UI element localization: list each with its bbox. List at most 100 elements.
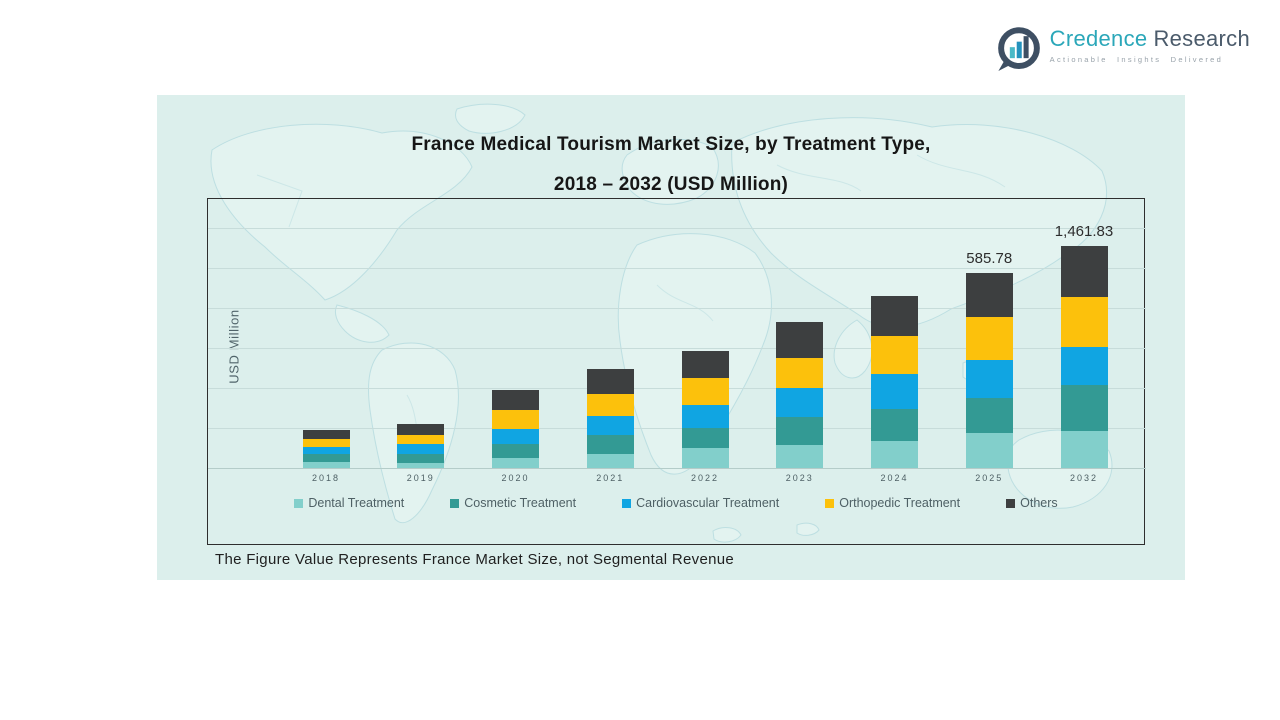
bar-segment-2022-others[interactable] xyxy=(681,351,729,378)
bar-segment-2024-others[interactable] xyxy=(871,296,918,336)
bar-segment-2025-cardiovascular-treatment[interactable] xyxy=(965,360,1013,398)
data-label-2032: 1,461.83 xyxy=(1054,223,1114,240)
x-tick-2025: 2025 xyxy=(975,473,1004,483)
chart-legend: Dental Treatment Cosmetic Treatment Cardio… xyxy=(208,496,1144,510)
bar-segment-2018-orthopedic-treatment[interactable] xyxy=(302,439,350,447)
bar-2022[interactable] xyxy=(681,351,729,468)
legend-item-dental-treatment[interactable]: Dental Treatment xyxy=(294,496,404,510)
gridline xyxy=(208,428,1146,429)
legend-swatch xyxy=(294,498,304,508)
bar-segment-2018-cosmetic-treatment[interactable] xyxy=(302,454,350,462)
bar-segment-2021-others[interactable] xyxy=(586,369,634,394)
bar-segment-2018-cardiovascular-treatment[interactable] xyxy=(302,447,350,454)
bar-segment-2032-cardiovascular-treatment[interactable] xyxy=(1060,347,1108,385)
bar-segment-2022-dental-treatment[interactable] xyxy=(681,448,729,468)
bar-2032[interactable] xyxy=(1060,246,1108,468)
bar-segment-2032-others[interactable] xyxy=(1060,246,1108,297)
legend-swatch xyxy=(622,498,632,508)
bar-segment-2023-orthopedic-treatment[interactable] xyxy=(776,358,824,388)
legend-item-cosmetic-treatment[interactable]: Cosmetic Treatment xyxy=(450,496,576,510)
bar-segment-2022-orthopedic-treatment[interactable] xyxy=(681,378,729,405)
bar-segment-2025-others[interactable] xyxy=(965,273,1013,317)
bar-segment-2021-orthopedic-treatment[interactable] xyxy=(586,394,634,416)
bar-segment-2022-cosmetic-treatment[interactable] xyxy=(681,428,729,448)
chart-plot-area: USD Million 585.78 1,461.83 2018 2019 2020 2… xyxy=(207,198,1146,545)
bar-segment-2032-dental-treatment[interactable] xyxy=(1060,431,1108,468)
bar-segment-2021-dental-treatment[interactable] xyxy=(586,454,634,468)
legend-item-others[interactable]: Others xyxy=(1006,496,1058,510)
gridline xyxy=(208,348,1146,349)
brand-name-primary: Credence xyxy=(1049,26,1148,51)
bar-2021[interactable] xyxy=(586,369,634,468)
bar-segment-2025-dental-treatment[interactable] xyxy=(965,433,1013,468)
legend-label: Dental Treatment xyxy=(308,496,405,510)
bar-segment-2024-dental-treatment[interactable] xyxy=(871,441,918,468)
bar-segment-2019-dental-treatment[interactable] xyxy=(397,463,445,468)
bar-segment-2019-cosmetic-treatment[interactable] xyxy=(397,454,445,463)
gridline xyxy=(208,228,1146,229)
x-tick-2018: 2018 xyxy=(311,473,341,483)
bar-segment-2020-others[interactable] xyxy=(492,390,539,410)
bar-segment-2032-orthopedic-treatment[interactable] xyxy=(1060,297,1108,347)
bar-segment-2021-cardiovascular-treatment[interactable] xyxy=(586,416,634,435)
bar-segment-2018-others[interactable] xyxy=(302,430,350,439)
bar-segment-2025-orthopedic-treatment[interactable] xyxy=(965,317,1013,360)
bar-segment-2018-dental-treatment[interactable] xyxy=(302,462,350,468)
brand-logo-text: Credence Research Actionable Insights Del… xyxy=(1050,26,1250,64)
bar-segment-2025-cosmetic-treatment[interactable] xyxy=(965,398,1013,433)
chart-title: France Medical Tourism Market Size, by T… xyxy=(157,125,1185,205)
legend-label: Cosmetic Treatment xyxy=(464,496,577,510)
bar-segment-2022-cardiovascular-treatment[interactable] xyxy=(681,405,729,428)
chart-title-line2: 2018 – 2032 (USD Million) xyxy=(553,174,789,195)
legend-item-orthopedic-treatment[interactable]: Orthopedic Treatment xyxy=(825,496,960,510)
x-tick-2023: 2023 xyxy=(785,473,814,483)
x-tick-2022: 2022 xyxy=(690,473,720,483)
legend-label: Others xyxy=(1020,496,1058,510)
brand-logo: Credence Research Actionable Insights Del… xyxy=(997,26,1250,72)
chart-title-line1: France Medical Tourism Market Size, by T… xyxy=(411,134,931,155)
brand-tagline: Actionable Insights Delivered xyxy=(1049,55,1224,64)
bar-segment-2021-cosmetic-treatment[interactable] xyxy=(586,435,634,454)
gridline xyxy=(208,308,1146,309)
bar-segment-2024-cardiovascular-treatment[interactable] xyxy=(871,374,918,409)
bar-segment-2032-cosmetic-treatment[interactable] xyxy=(1060,385,1108,431)
x-tick-2032: 2032 xyxy=(1069,473,1099,483)
legend-item-cardiovascular-treatment[interactable]: Cardiovascular Treatment xyxy=(622,496,779,510)
bar-segment-2024-orthopedic-treatment[interactable] xyxy=(871,336,918,374)
bar-segment-2019-cardiovascular-treatment[interactable] xyxy=(397,444,445,454)
bar-segment-2020-orthopedic-treatment[interactable] xyxy=(492,410,539,429)
gridline xyxy=(208,268,1146,269)
x-tick-2020: 2020 xyxy=(501,473,530,483)
bar-segment-2023-dental-treatment[interactable] xyxy=(776,445,824,468)
bar-segment-2020-dental-treatment[interactable] xyxy=(492,458,539,468)
brand-name: Credence Research xyxy=(1050,26,1250,52)
bar-2025[interactable] xyxy=(965,273,1013,468)
x-tick-2024: 2024 xyxy=(880,473,909,483)
bar-2023[interactable] xyxy=(776,322,824,468)
bar-segment-2023-cosmetic-treatment[interactable] xyxy=(776,417,824,445)
bar-segment-2024-cosmetic-treatment[interactable] xyxy=(871,409,918,441)
legend-swatch xyxy=(1006,498,1016,508)
bar-segment-2023-cardiovascular-treatment[interactable] xyxy=(776,388,824,417)
bar-segment-2019-others[interactable] xyxy=(397,424,445,435)
plot-region: 585.78 1,461.83 xyxy=(208,199,1146,469)
legend-label: Cardiovascular Treatment xyxy=(636,496,780,510)
bar-2018[interactable] xyxy=(302,430,350,468)
x-tick-2021: 2021 xyxy=(596,473,625,483)
chart-footnote: The Figure Value Represents France Marke… xyxy=(215,551,735,568)
bar-2024[interactable] xyxy=(871,296,918,468)
gridline xyxy=(208,388,1146,389)
bar-2019[interactable] xyxy=(397,424,445,468)
bar-segment-2023-others[interactable] xyxy=(776,322,824,358)
legend-swatch xyxy=(450,498,460,508)
legend-swatch xyxy=(825,498,835,508)
bar-segment-2020-cardiovascular-treatment[interactable] xyxy=(492,429,539,444)
bar-2020[interactable] xyxy=(492,390,539,468)
bar-segment-2020-cosmetic-treatment[interactable] xyxy=(492,444,539,458)
x-axis-line xyxy=(208,468,1146,469)
chart-panel: France Medical Tourism Market Size, by T… xyxy=(157,95,1185,580)
bar-chart-bubble-icon xyxy=(997,27,1040,71)
x-tick-2019: 2019 xyxy=(406,473,435,483)
bar-segment-2019-orthopedic-treatment[interactable] xyxy=(397,435,445,444)
